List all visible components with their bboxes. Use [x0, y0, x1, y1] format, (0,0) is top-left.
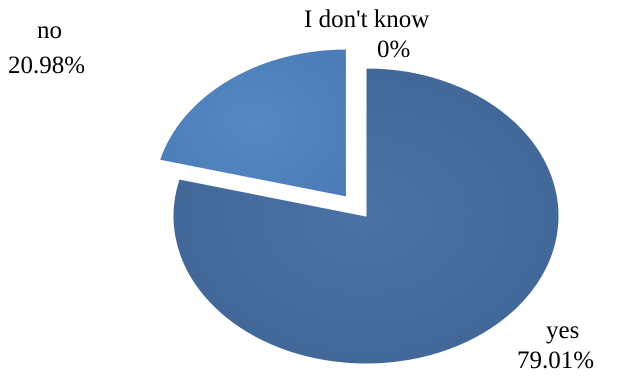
labels-layer: yes 79.01% no 20.98% I don't know 0% [8, 6, 594, 374]
slices-layer [158, 48, 560, 365]
pie-slice-no [158, 48, 347, 198]
slice-label-no-value: 20.98% [8, 52, 85, 79]
slice-label-no-name: no [37, 17, 62, 44]
slice-label-idk-value: 0% [377, 36, 410, 63]
pie-slice-yes [172, 67, 560, 365]
slice-label-yes-value: 79.01% [517, 347, 594, 374]
slice-label-idk-name: I don't know [304, 6, 429, 33]
slice-label-yes-name: yes [546, 317, 579, 344]
